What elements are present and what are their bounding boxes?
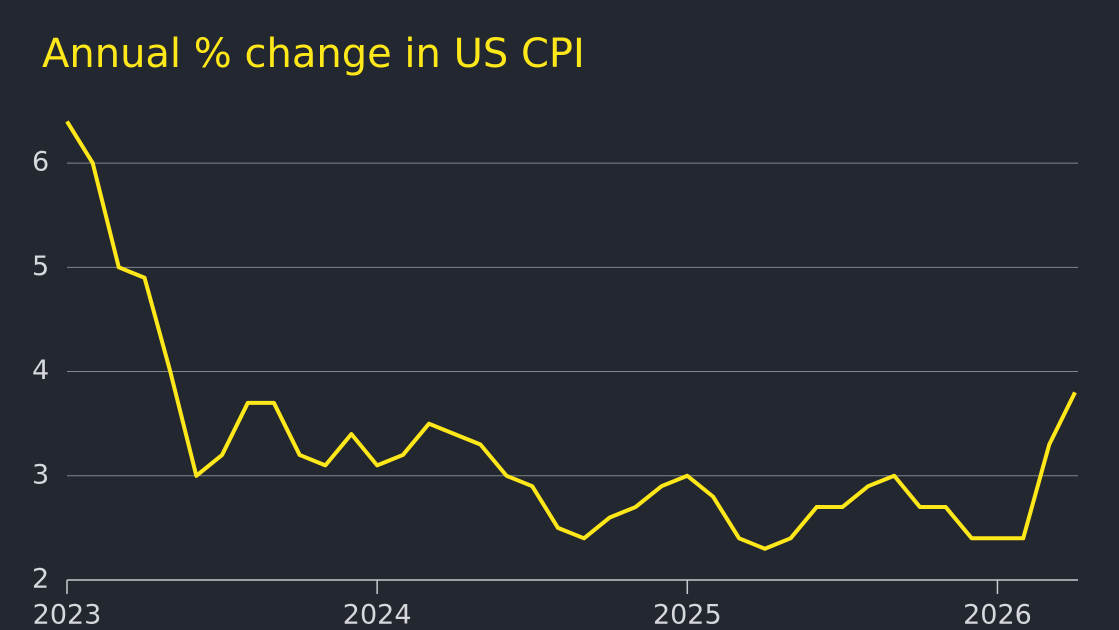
line	[65, 120, 1077, 551]
y-tick-label: 3	[32, 459, 49, 490]
x-tick-label: 2023	[33, 600, 102, 630]
y-tick-label: 2	[32, 564, 49, 595]
x-tick-label: 2025	[653, 600, 722, 630]
y-tick-label: 5	[32, 251, 49, 282]
chart-title: Annual % change in US CPI	[42, 31, 585, 77]
y-tick-label: 6	[32, 147, 49, 178]
y-tick-label: 4	[32, 355, 49, 386]
x-tick-label: 2024	[343, 600, 412, 630]
x-tick-label: 2026	[963, 600, 1032, 630]
